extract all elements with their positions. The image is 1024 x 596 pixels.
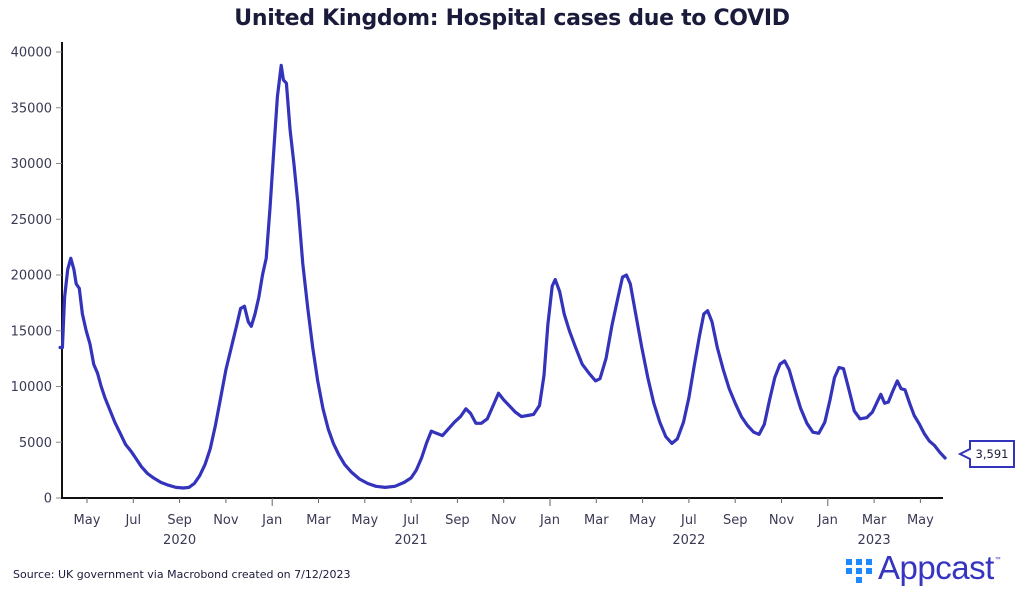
x-tick-label: Sep	[167, 513, 192, 528]
y-tick-label: 20000	[11, 269, 52, 284]
series-layer	[58, 63, 947, 490]
x-axis: May Jul Sep Nov Jan Mar May Jul Sep Nov Jan Mar May J…	[61, 497, 943, 548]
last-value-callout-label: 3,591	[976, 447, 1009, 461]
x-tick-label: Nov	[769, 513, 795, 528]
appcast-logo: Appcast ™	[846, 551, 1001, 585]
x-tick-label: May	[74, 513, 101, 528]
x-tick-label: Jul	[680, 513, 697, 528]
source-note: Source: UK government via Macrobond crea…	[13, 568, 351, 581]
x-tick-label: Nov	[213, 513, 239, 528]
x-tick-label: Sep	[723, 513, 748, 528]
x-year-label: 2021	[395, 533, 428, 548]
y-tick-label: 10000	[11, 380, 52, 395]
y-tick-label: 40000	[11, 46, 52, 61]
last-value-callout-box	[957, 439, 1015, 468]
x-tick-label: Sep	[445, 513, 470, 528]
x-tick-label: Jan	[817, 513, 838, 528]
series-line	[58, 63, 947, 490]
chart-title: United Kingdom: Hospital cases due to CO…	[234, 6, 790, 31]
x-year-label: 2023	[858, 533, 891, 548]
x-tick-label: Mar	[306, 513, 331, 528]
x-tick-label: Jan	[539, 513, 560, 528]
y-tick-label: 15000	[11, 324, 52, 339]
logo-dots-icon	[846, 559, 872, 583]
y-tick-label: 30000	[11, 157, 52, 172]
x-tick-label: Nov	[491, 513, 517, 528]
x-tick-label: Jan	[261, 513, 282, 528]
x-tick-label: May	[629, 513, 656, 528]
x-tick-label: May	[907, 513, 934, 528]
annotation-layer: 3,591	[957, 439, 1015, 468]
y-axis: 0 5000 10000 15000 20000 25000 30000 35000 40000	[11, 42, 63, 507]
y-tick-label: 0	[44, 492, 52, 507]
x-tick-label: Mar	[584, 513, 609, 528]
y-tick-label: 25000	[11, 213, 52, 228]
x-tick-label: Mar	[862, 513, 887, 528]
x-tick-label: Jul	[124, 513, 141, 528]
x-year-label: 2022	[672, 533, 705, 548]
x-year-label: 2020	[163, 533, 196, 548]
logo-trademark: ™	[994, 557, 1001, 563]
y-tick-label: 35000	[11, 101, 52, 116]
y-tick-label: 5000	[19, 436, 52, 451]
x-tick-label: Jul	[402, 513, 419, 528]
x-tick-label: May	[351, 513, 378, 528]
logo-text: Appcast	[878, 549, 994, 586]
